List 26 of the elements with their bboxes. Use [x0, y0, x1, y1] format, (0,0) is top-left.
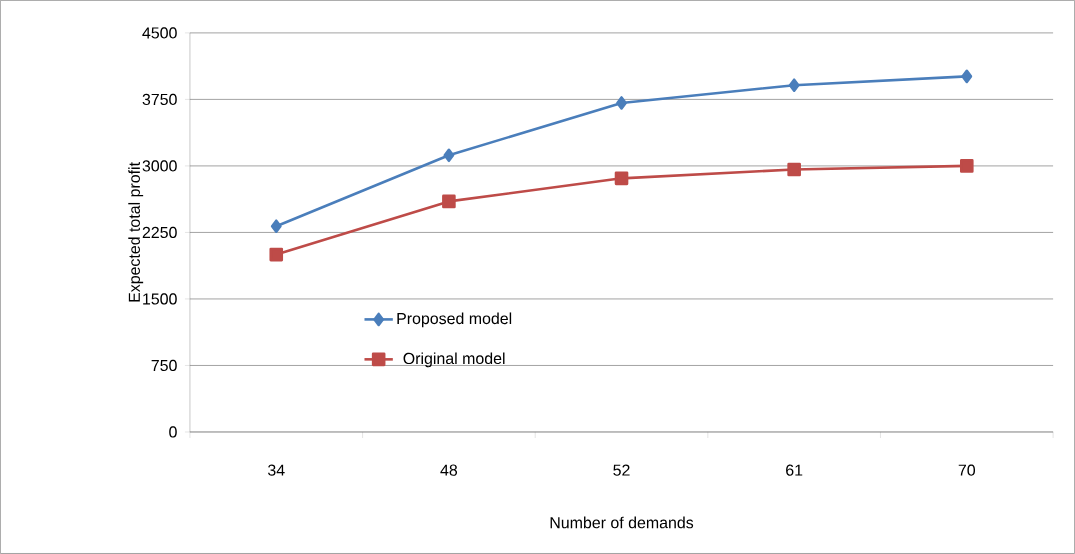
point	[787, 162, 801, 177]
x-axis-title: Number of demands	[550, 516, 694, 529]
y-tick-label: 1500	[143, 293, 177, 305]
x-tick-label: 61	[786, 464, 803, 476]
point	[616, 96, 627, 110]
legend-label: Proposed model	[397, 312, 512, 328]
point	[961, 69, 973, 84]
legend-label: Original model	[403, 352, 505, 368]
point	[443, 148, 455, 163]
x-tick-label: 48	[440, 464, 458, 476]
y-tick-label: 3000	[142, 160, 177, 172]
y-tick-label: 3750	[142, 93, 177, 106]
point	[442, 194, 456, 209]
x-tick-label: 34	[268, 464, 285, 476]
point	[614, 171, 629, 186]
point	[269, 247, 284, 262]
y-tick-label: 0	[169, 426, 177, 438]
y-tick-label: 4500	[142, 27, 177, 39]
y-tick-label: 2250	[142, 226, 177, 239]
x-tick-label: 52	[613, 464, 630, 476]
y-tick-label: 750	[151, 359, 177, 372]
point	[270, 219, 282, 234]
point	[788, 78, 800, 93]
y-axis-title: Expected total profit	[128, 162, 144, 302]
x-tick-label: 70	[958, 464, 976, 476]
point	[959, 159, 974, 173]
